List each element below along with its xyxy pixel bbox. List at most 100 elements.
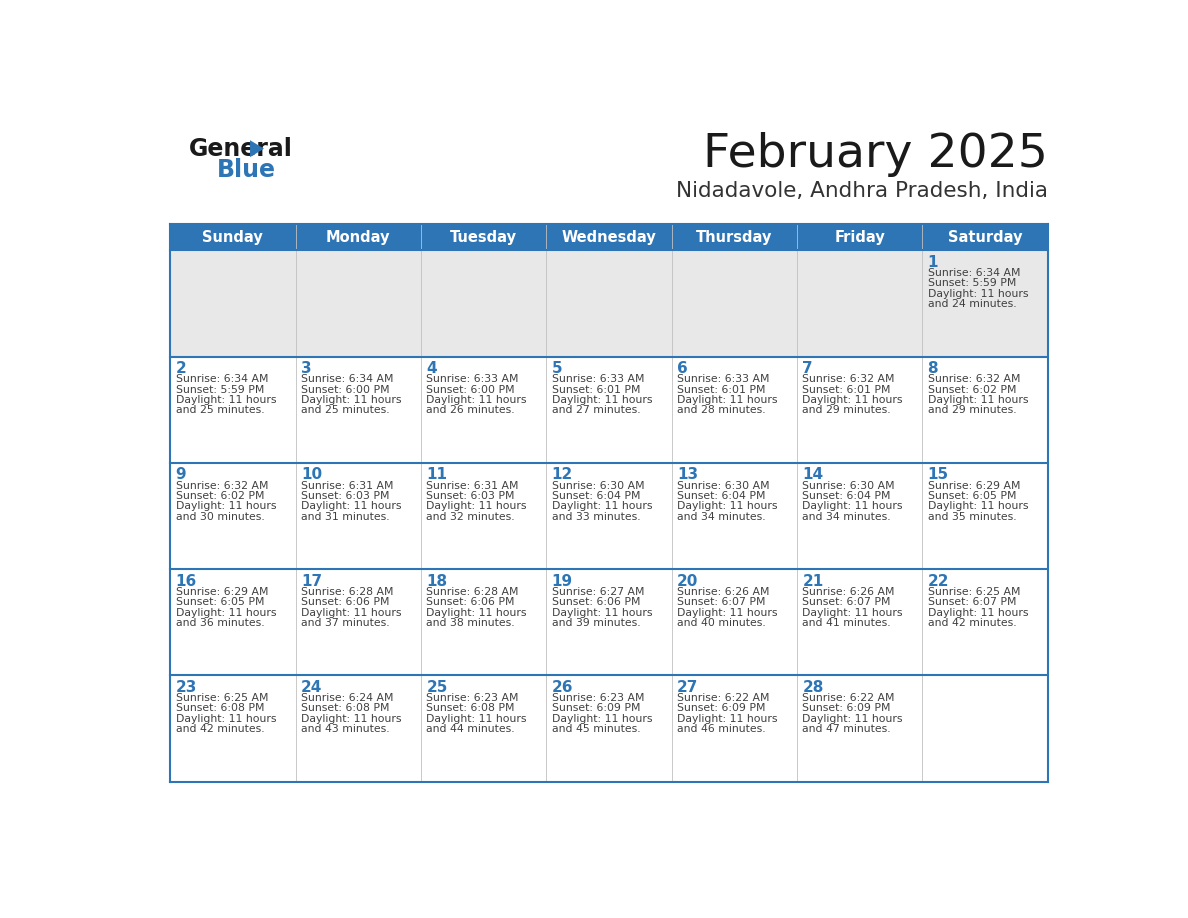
Text: and 30 minutes.: and 30 minutes. bbox=[176, 511, 265, 521]
Text: Sunday: Sunday bbox=[202, 230, 264, 245]
Text: Sunrise: 6:32 AM: Sunrise: 6:32 AM bbox=[176, 480, 268, 490]
Text: and 33 minutes.: and 33 minutes. bbox=[551, 511, 640, 521]
Text: 1: 1 bbox=[928, 255, 939, 270]
Text: 17: 17 bbox=[301, 574, 322, 588]
Text: 26: 26 bbox=[551, 680, 573, 695]
Text: Sunrise: 6:26 AM: Sunrise: 6:26 AM bbox=[802, 587, 895, 597]
Text: and 25 minutes.: and 25 minutes. bbox=[176, 406, 264, 416]
Text: 27: 27 bbox=[677, 680, 699, 695]
Text: 18: 18 bbox=[426, 574, 448, 588]
Text: Tuesday: Tuesday bbox=[450, 230, 517, 245]
Text: and 32 minutes.: and 32 minutes. bbox=[426, 511, 514, 521]
Bar bbox=[671, 463, 797, 569]
Bar bbox=[421, 676, 546, 781]
Text: Friday: Friday bbox=[834, 230, 885, 245]
Text: Saturday: Saturday bbox=[948, 230, 1022, 245]
Text: Daylight: 11 hours: Daylight: 11 hours bbox=[301, 714, 402, 723]
Bar bbox=[421, 356, 546, 463]
Text: Daylight: 11 hours: Daylight: 11 hours bbox=[426, 501, 526, 511]
Text: and 29 minutes.: and 29 minutes. bbox=[802, 406, 891, 416]
Text: Daylight: 11 hours: Daylight: 11 hours bbox=[301, 501, 402, 511]
Text: Daylight: 11 hours: Daylight: 11 hours bbox=[301, 395, 402, 405]
Text: 20: 20 bbox=[677, 574, 699, 588]
Text: and 34 minutes.: and 34 minutes. bbox=[802, 511, 891, 521]
Text: Sunrise: 6:26 AM: Sunrise: 6:26 AM bbox=[677, 587, 770, 597]
Text: Daylight: 11 hours: Daylight: 11 hours bbox=[802, 714, 903, 723]
Bar bbox=[296, 251, 421, 356]
Text: and 37 minutes.: and 37 minutes. bbox=[301, 618, 390, 628]
Bar bbox=[170, 463, 296, 569]
Text: Sunrise: 6:31 AM: Sunrise: 6:31 AM bbox=[426, 480, 519, 490]
Text: and 35 minutes.: and 35 minutes. bbox=[928, 511, 1016, 521]
Text: 25: 25 bbox=[426, 680, 448, 695]
Text: and 45 minutes.: and 45 minutes. bbox=[551, 724, 640, 734]
Text: Sunrise: 6:25 AM: Sunrise: 6:25 AM bbox=[928, 587, 1020, 597]
Text: Sunrise: 6:25 AM: Sunrise: 6:25 AM bbox=[176, 693, 268, 703]
Text: Sunset: 6:09 PM: Sunset: 6:09 PM bbox=[677, 703, 765, 713]
Bar bbox=[296, 463, 421, 569]
Text: Nidadavole, Andhra Pradesh, India: Nidadavole, Andhra Pradesh, India bbox=[676, 181, 1048, 201]
Text: 21: 21 bbox=[802, 574, 823, 588]
Text: 16: 16 bbox=[176, 574, 197, 588]
Text: Sunset: 6:04 PM: Sunset: 6:04 PM bbox=[677, 491, 765, 501]
Text: Sunrise: 6:22 AM: Sunrise: 6:22 AM bbox=[677, 693, 770, 703]
Text: Daylight: 11 hours: Daylight: 11 hours bbox=[176, 501, 276, 511]
Text: Sunrise: 6:32 AM: Sunrise: 6:32 AM bbox=[928, 375, 1020, 385]
Text: Sunset: 6:05 PM: Sunset: 6:05 PM bbox=[176, 598, 264, 607]
Text: Daylight: 11 hours: Daylight: 11 hours bbox=[426, 395, 526, 405]
Bar bbox=[170, 251, 296, 356]
Text: Daylight: 11 hours: Daylight: 11 hours bbox=[928, 289, 1028, 298]
Text: and 41 minutes.: and 41 minutes. bbox=[802, 618, 891, 628]
Bar bbox=[671, 356, 797, 463]
Text: Sunrise: 6:34 AM: Sunrise: 6:34 AM bbox=[176, 375, 268, 385]
Text: Daylight: 11 hours: Daylight: 11 hours bbox=[426, 608, 526, 618]
Bar bbox=[421, 569, 546, 676]
Text: Sunrise: 6:30 AM: Sunrise: 6:30 AM bbox=[677, 480, 770, 490]
Bar bbox=[671, 251, 797, 356]
Bar bbox=[170, 356, 296, 463]
Text: Sunset: 6:00 PM: Sunset: 6:00 PM bbox=[301, 385, 390, 395]
Text: and 39 minutes.: and 39 minutes. bbox=[551, 618, 640, 628]
Text: and 29 minutes.: and 29 minutes. bbox=[928, 406, 1016, 416]
Text: 23: 23 bbox=[176, 680, 197, 695]
Text: Daylight: 11 hours: Daylight: 11 hours bbox=[551, 501, 652, 511]
Bar bbox=[421, 463, 546, 569]
Text: Wednesday: Wednesday bbox=[562, 230, 656, 245]
Text: Sunset: 5:59 PM: Sunset: 5:59 PM bbox=[928, 278, 1016, 288]
Text: Sunrise: 6:29 AM: Sunrise: 6:29 AM bbox=[176, 587, 268, 597]
Text: Sunrise: 6:27 AM: Sunrise: 6:27 AM bbox=[551, 587, 644, 597]
Text: Sunset: 6:09 PM: Sunset: 6:09 PM bbox=[802, 703, 891, 713]
Text: and 27 minutes.: and 27 minutes. bbox=[551, 406, 640, 416]
Text: and 31 minutes.: and 31 minutes. bbox=[301, 511, 390, 521]
Bar bbox=[797, 569, 922, 676]
Text: Sunset: 6:00 PM: Sunset: 6:00 PM bbox=[426, 385, 514, 395]
Text: and 26 minutes.: and 26 minutes. bbox=[426, 406, 514, 416]
Text: Sunset: 6:07 PM: Sunset: 6:07 PM bbox=[928, 598, 1016, 607]
Text: Sunrise: 6:34 AM: Sunrise: 6:34 AM bbox=[928, 268, 1020, 278]
Text: Sunset: 6:09 PM: Sunset: 6:09 PM bbox=[551, 703, 640, 713]
Text: Sunset: 5:59 PM: Sunset: 5:59 PM bbox=[176, 385, 264, 395]
Bar bbox=[546, 569, 671, 676]
Text: Sunset: 6:05 PM: Sunset: 6:05 PM bbox=[928, 491, 1016, 501]
Text: Sunrise: 6:33 AM: Sunrise: 6:33 AM bbox=[677, 375, 770, 385]
Text: 10: 10 bbox=[301, 467, 322, 483]
Text: Monday: Monday bbox=[326, 230, 391, 245]
Text: February 2025: February 2025 bbox=[702, 132, 1048, 177]
Text: Sunset: 6:04 PM: Sunset: 6:04 PM bbox=[551, 491, 640, 501]
Text: Daylight: 11 hours: Daylight: 11 hours bbox=[802, 395, 903, 405]
Text: Daylight: 11 hours: Daylight: 11 hours bbox=[677, 608, 777, 618]
Text: Sunrise: 6:23 AM: Sunrise: 6:23 AM bbox=[551, 693, 644, 703]
Text: Daylight: 11 hours: Daylight: 11 hours bbox=[551, 608, 652, 618]
Text: Daylight: 11 hours: Daylight: 11 hours bbox=[677, 395, 777, 405]
Text: Sunset: 6:02 PM: Sunset: 6:02 PM bbox=[176, 491, 264, 501]
Text: and 34 minutes.: and 34 minutes. bbox=[677, 511, 765, 521]
Text: Sunset: 6:08 PM: Sunset: 6:08 PM bbox=[301, 703, 390, 713]
Text: Blue: Blue bbox=[216, 158, 276, 182]
Text: Sunset: 6:06 PM: Sunset: 6:06 PM bbox=[301, 598, 390, 607]
Text: Sunset: 6:02 PM: Sunset: 6:02 PM bbox=[928, 385, 1016, 395]
Text: Daylight: 11 hours: Daylight: 11 hours bbox=[928, 608, 1028, 618]
Text: Daylight: 11 hours: Daylight: 11 hours bbox=[426, 714, 526, 723]
Text: 11: 11 bbox=[426, 467, 448, 483]
Text: and 36 minutes.: and 36 minutes. bbox=[176, 618, 264, 628]
Bar bbox=[671, 569, 797, 676]
